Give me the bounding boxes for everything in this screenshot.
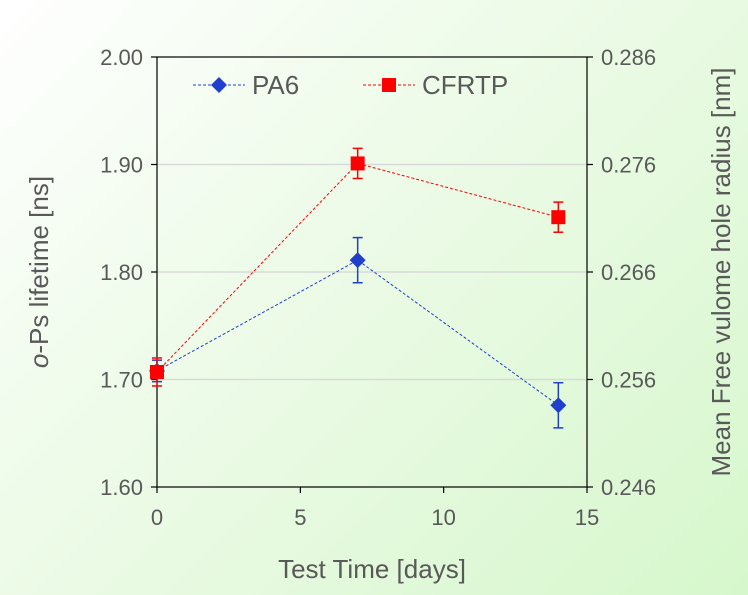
legend-cfrtp-marker (382, 78, 396, 92)
y-right-tick-label: 0.266 (601, 260, 656, 285)
x-tick-label: 5 (294, 505, 306, 530)
y-right-tick-label: 0.276 (601, 153, 656, 178)
legend: PA6 CFRTP (193, 70, 508, 100)
y-axis-left-title-rest: -Ps lifetime [ns] (24, 176, 54, 354)
y-right-tick-label: 0.256 (601, 368, 656, 393)
y-left-tick-label: 1.90 (100, 153, 143, 178)
x-axis-title: Test Time [days] (278, 554, 466, 584)
axis-ticks: 1.60 1.70 1.80 1.90 2.00 0.246 0.256 0.266 0.276… (100, 45, 656, 530)
y-axis-left-title: o-Ps lifetime [ns] (24, 176, 54, 368)
y-left-tick-label: 1.60 (100, 475, 143, 500)
x-tick-label: 10 (431, 505, 455, 530)
legend-cfrtp-label: CFRTP (422, 70, 508, 100)
data-point-square (150, 364, 164, 379)
series-line (156, 259, 559, 406)
x-tick-label: 0 (151, 505, 163, 530)
y-left-tick-label: 1.80 (100, 260, 143, 285)
legend-pa6-marker (211, 77, 227, 93)
y-left-tick-label: 1.70 (100, 368, 143, 393)
y-left-tick-label: 2.00 (100, 45, 143, 70)
series-line (156, 162, 559, 373)
data-point-diamond (550, 397, 567, 414)
y-axis-right-title: Mean Free vulome hole radius [nm] (706, 68, 736, 477)
y-right-tick-label: 0.286 (601, 45, 656, 70)
x-tick-label: 15 (575, 505, 599, 530)
y-right-tick-label: 0.246 (601, 475, 656, 500)
data-point-square (551, 210, 566, 225)
data-point-diamond (349, 252, 366, 269)
series-cfrtp (150, 147, 566, 387)
y-axis-left-title-italic: o (24, 354, 54, 368)
data-point-square (350, 156, 365, 171)
gridlines (157, 163, 587, 381)
legend-pa6-label: PA6 (252, 70, 299, 100)
series-pa6 (149, 236, 567, 429)
data-series (149, 147, 567, 429)
